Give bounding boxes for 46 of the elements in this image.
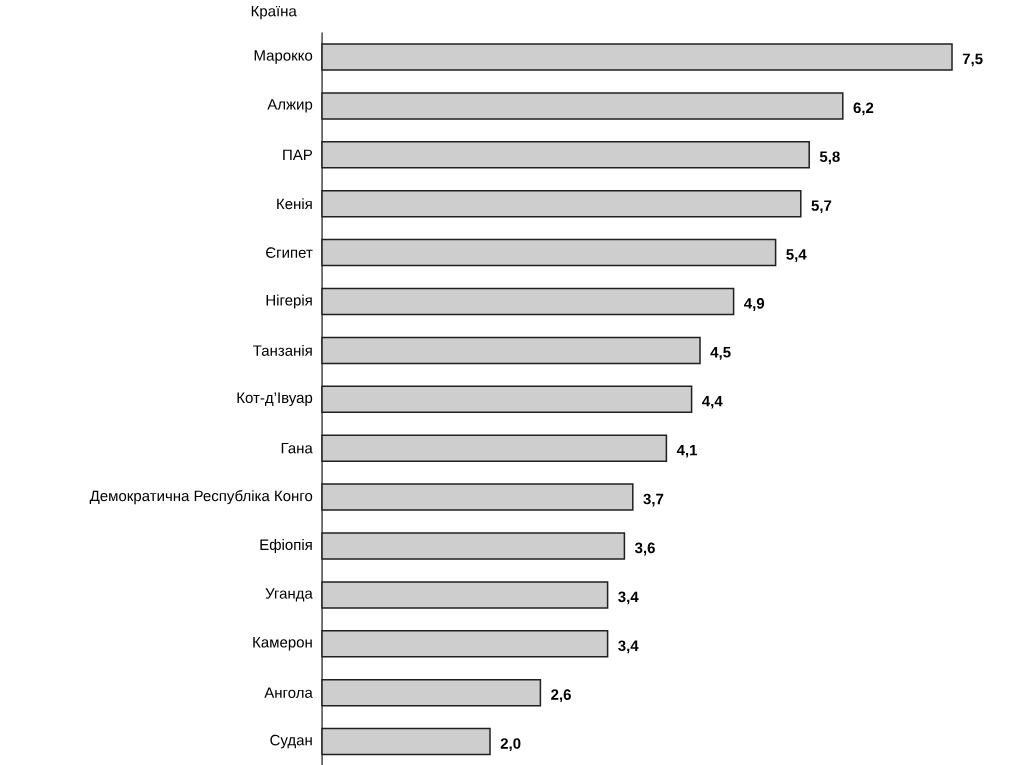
bar — [321, 581, 609, 609]
bar — [321, 385, 693, 414]
bar — [321, 43, 953, 71]
data-label: 2,6 — [551, 689, 571, 703]
y-tick-label: Кенія — [277, 198, 312, 210]
y-tick-label: Танзанія — [253, 344, 312, 356]
data-label: 6,2 — [853, 102, 874, 116]
data-label: 5,8 — [819, 151, 840, 165]
bar — [321, 434, 668, 462]
y-tick-label: Камерон — [253, 637, 312, 651]
data-label: 5,7 — [811, 200, 832, 214]
y-tick-label: Ангола — [264, 687, 313, 698]
y-tick-label: Єгипет — [266, 247, 313, 258]
y-tick-label: Нігерія — [266, 294, 312, 309]
data-label: 4,1 — [676, 444, 698, 458]
data-label: 3,7 — [643, 493, 664, 507]
y-tick-label: Алжир — [267, 99, 313, 113]
data-label: 4,5 — [710, 347, 731, 360]
bar — [321, 678, 542, 707]
data-label: 7,5 — [962, 53, 983, 67]
data-label: 4,4 — [702, 395, 723, 409]
data-label: 2,0 — [500, 738, 521, 752]
y-tick-label: Уганда — [265, 588, 313, 602]
bar — [321, 238, 777, 267]
data-label: 4,9 — [744, 298, 765, 311]
bar — [321, 336, 701, 365]
bar — [321, 532, 626, 560]
y-tick-label: Марокко — [254, 50, 313, 64]
y-tick-label: Ефіопія — [260, 539, 312, 553]
bar — [321, 141, 810, 169]
bar — [321, 727, 491, 756]
bar — [321, 483, 634, 511]
bar — [321, 630, 609, 658]
bar — [321, 92, 844, 120]
y-axis-title: Країна — [251, 5, 297, 20]
data-label: 3,6 — [634, 542, 655, 556]
bar — [321, 287, 735, 316]
y-tick-label: Кот-д’Івуар — [237, 392, 313, 407]
y-tick-label: Демократична Республіка Конго — [89, 490, 313, 505]
y-tick-label: Гана — [281, 442, 313, 454]
y-tick-label: ПАР — [283, 149, 313, 160]
data-label: 3,4 — [618, 591, 639, 605]
data-label: 3,4 — [618, 640, 639, 654]
y-tick-label: Судан — [270, 734, 312, 749]
data-label: 5,4 — [786, 249, 807, 262]
bar — [321, 189, 802, 218]
